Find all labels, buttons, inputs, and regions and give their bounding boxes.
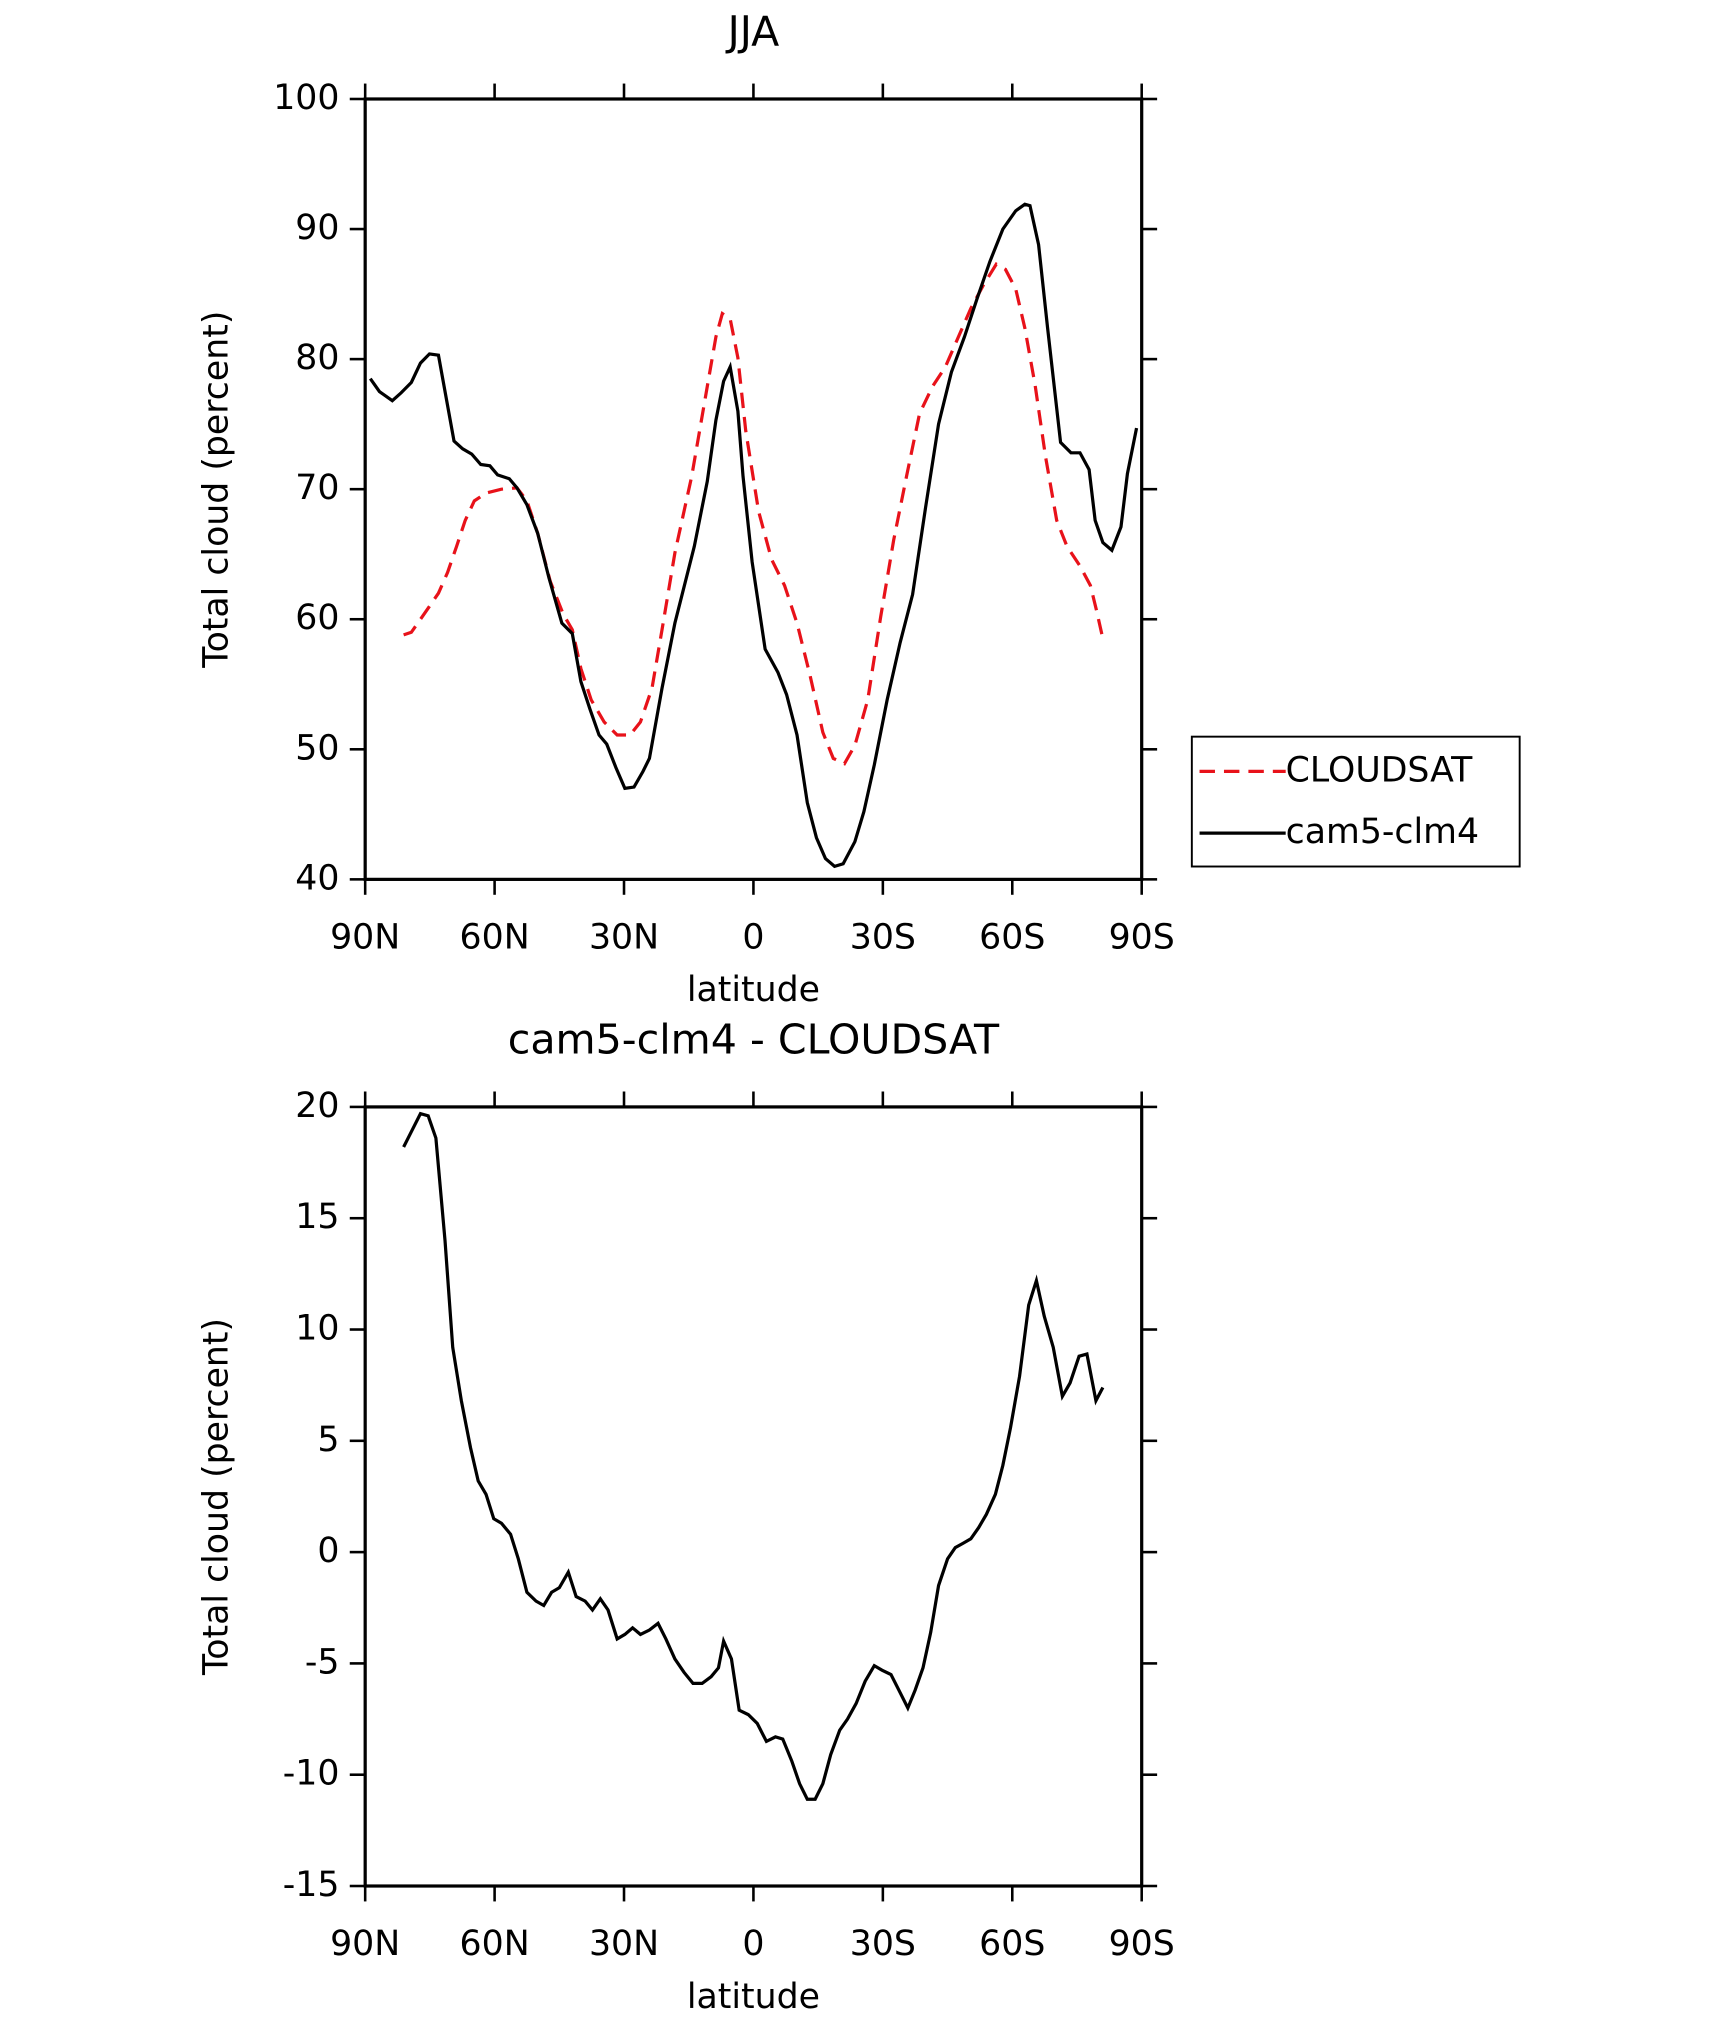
y-tick-label: 15: [295, 1197, 339, 1237]
y-tick-label: 10: [295, 1309, 339, 1349]
data-line: [402, 1111, 1105, 1801]
x-tick-label: 60S: [979, 918, 1045, 958]
y-axis-label: Total cloud (percent): [196, 311, 236, 669]
x-tick-label: 30S: [850, 1924, 916, 1964]
y-tick-label: 90: [295, 208, 339, 248]
y-tick-label: 100: [273, 78, 339, 118]
data-line: [369, 202, 1139, 869]
legend-box: [1190, 735, 1521, 868]
y-tick-label: 40: [295, 858, 339, 898]
y-tick-label: -15: [283, 1865, 340, 1905]
x-tick-label: 30N: [589, 1924, 659, 1964]
x-tick-label: 30N: [589, 918, 659, 958]
y-axis-label: Total cloud (percent): [196, 1318, 236, 1676]
x-tick-label: 90N: [330, 1924, 400, 1964]
legend-label: CLOUDSAT: [1286, 750, 1473, 790]
x-tick-label: 60N: [460, 918, 530, 958]
x-tick-label: 30S: [850, 918, 916, 958]
y-tick-label: 0: [317, 1531, 339, 1571]
y-tick-label: 50: [295, 728, 339, 768]
x-tick-label: 90S: [1109, 1924, 1175, 1964]
x-tick-label: 90S: [1109, 918, 1175, 958]
y-tick-label: 5: [317, 1420, 339, 1460]
y-tick-label: -10: [283, 1754, 340, 1794]
x-axis-label: latitude: [687, 970, 820, 1010]
y-tick-label: 60: [295, 598, 339, 638]
legend-label: cam5-clm4: [1286, 812, 1479, 852]
chart-title: cam5-clm4 - CLOUDSAT: [508, 1016, 1000, 1064]
y-tick-label: 70: [295, 468, 339, 508]
plot-frame: [363, 1105, 1144, 1888]
y-tick-label: -5: [305, 1642, 340, 1682]
y-tick-label: 80: [295, 338, 339, 378]
data-line: [403, 262, 1105, 766]
x-tick-label: 60S: [979, 1924, 1045, 1964]
x-tick-label: 0: [742, 1924, 764, 1964]
x-axis-label: latitude: [687, 1977, 820, 2017]
chart-title: JJA: [725, 8, 780, 56]
x-tick-label: 90N: [330, 918, 400, 958]
x-tick-label: 60N: [460, 1924, 530, 1964]
plot-frame: [363, 97, 1144, 881]
x-tick-label: 0: [742, 918, 764, 958]
y-tick-label: 20: [295, 1086, 339, 1126]
